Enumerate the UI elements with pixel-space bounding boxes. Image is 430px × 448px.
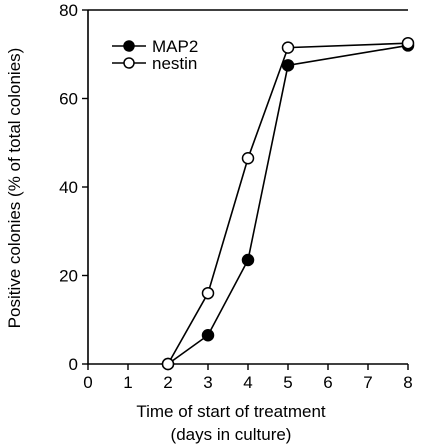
x-tick-label: 4: [243, 373, 252, 392]
data-point-map2: [201, 328, 215, 342]
data-point-nestin: [281, 41, 295, 54]
legend-marker: [123, 40, 135, 52]
x-tick-label: 2: [163, 373, 172, 392]
y-tick-label: 20: [59, 267, 78, 286]
data-point-map2: [241, 253, 255, 267]
y-tick-label: 40: [59, 178, 78, 197]
data-point-nestin: [201, 286, 215, 300]
y-tick-label: 80: [59, 1, 78, 20]
series-group: [161, 36, 415, 371]
data-point-nestin: [161, 357, 175, 371]
legend-label-map2: MAP2: [152, 37, 198, 56]
x-tick-label: 5: [283, 373, 292, 392]
x-tick-label: 1: [123, 373, 132, 392]
legend-marker: [123, 57, 135, 69]
y-axis-title: Positive colonies (% of total colonies): [5, 48, 24, 329]
x-tick-label: 0: [83, 373, 92, 392]
x-tick-label: 8: [403, 373, 412, 392]
x-axis-title-line-2: (days in culture): [171, 425, 292, 444]
x-tick-label: 6: [323, 373, 332, 392]
data-point-map2: [281, 59, 295, 72]
y-tick-label: 0: [69, 355, 78, 374]
x-axis-title-line-1: Time of start of treatment: [136, 402, 326, 421]
data-point-nestin: [401, 36, 415, 50]
series-line-map2: [167, 44, 409, 365]
x-tick-label: 7: [363, 373, 372, 392]
x-tick-label: 3: [203, 373, 212, 392]
y-tick-label: 60: [59, 90, 78, 109]
series-line-nestin: [167, 42, 409, 365]
legend-label-nestin: nestin: [152, 54, 197, 73]
data-point-nestin: [241, 151, 255, 165]
